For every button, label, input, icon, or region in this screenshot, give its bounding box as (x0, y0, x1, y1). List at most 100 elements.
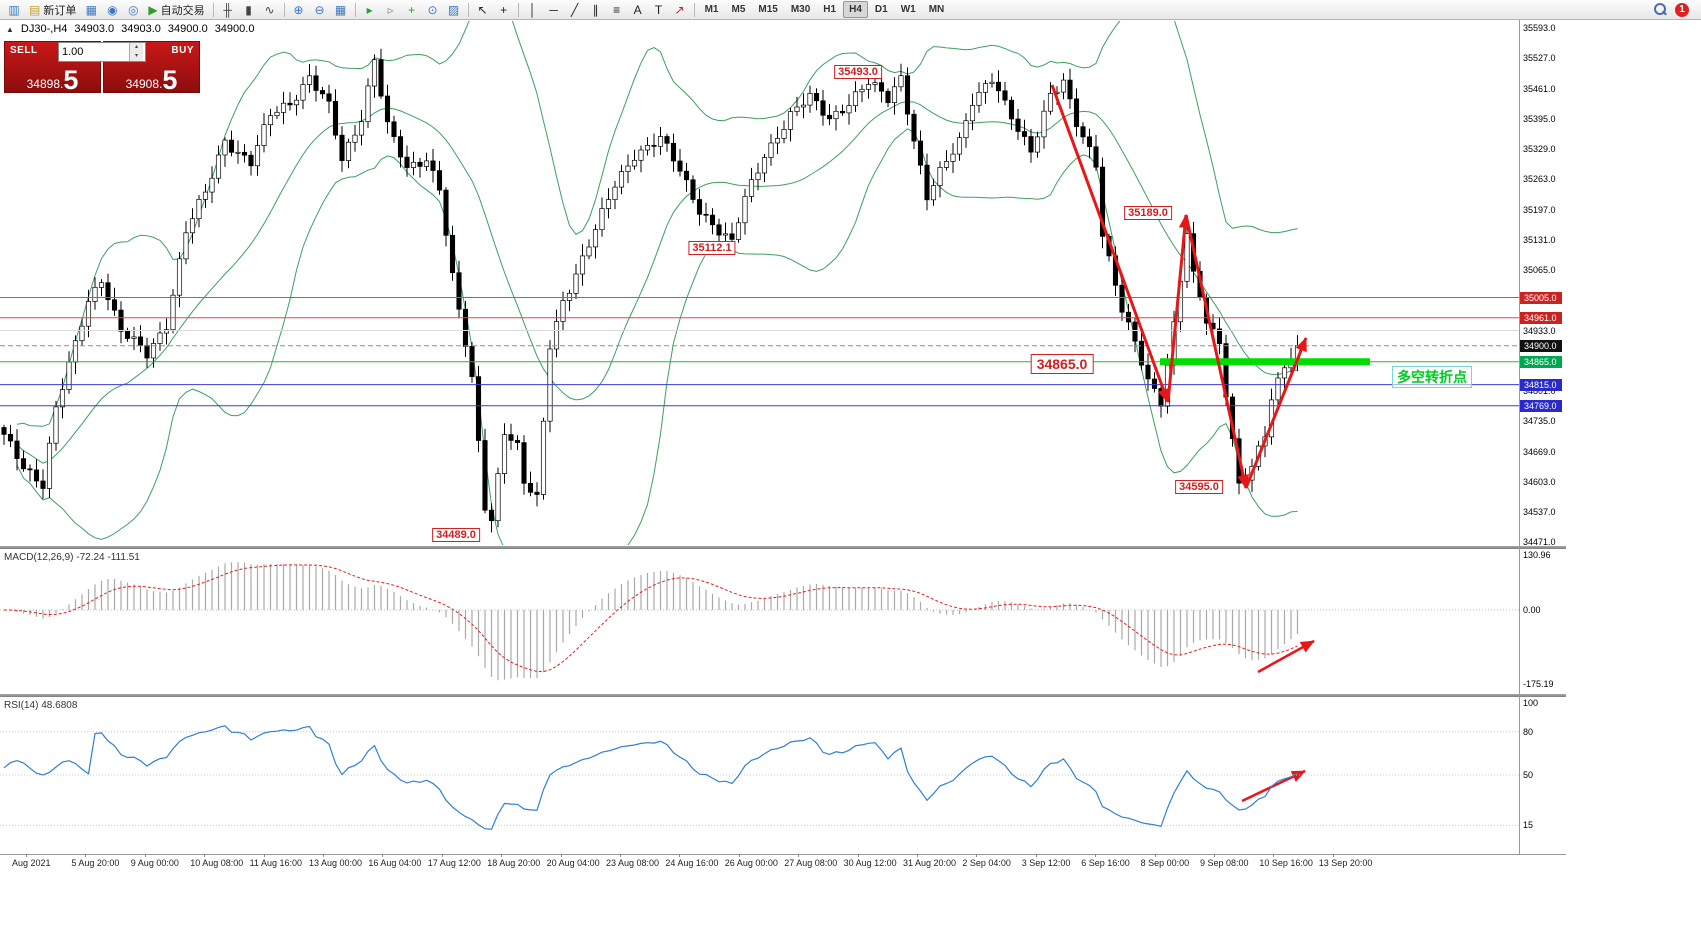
templates-button[interactable]: ▨ (444, 1, 464, 19)
candle-chart-button[interactable]: ▮ (239, 1, 259, 19)
time-axis-tick (798, 854, 800, 857)
timeframe-m30-button[interactable]: M30 (790, 4, 811, 15)
arrows-button[interactable]: ↗ (670, 1, 690, 19)
buy-price-big-digit: 5 (162, 64, 178, 95)
time-axis-tick (1332, 854, 1334, 857)
price-axis-tick: 34735.0 (1523, 416, 1556, 427)
macd-arrow[interactable] (1257, 639, 1315, 674)
buy-price: 34908. 5 (125, 64, 178, 95)
timeframe-m1-button[interactable]: M1 (704, 4, 719, 15)
time-axis-label: 13 Sep 20:00 (1318, 858, 1373, 868)
auto-trading-button[interactable]: ▶ 自动交易 (144, 1, 208, 19)
text-button[interactable]: A (628, 1, 648, 19)
channel-button[interactable]: ∥ (586, 1, 606, 19)
periods-button[interactable]: ⊙ (423, 1, 443, 19)
time-axis-tick (323, 854, 324, 857)
timeframe-mn-button[interactable]: MN (928, 4, 945, 15)
timeframe-h4-button[interactable]: H4 (843, 1, 868, 18)
sell-price-big-digit: 5 (63, 64, 79, 95)
line-chart-button[interactable]: ∿ (260, 1, 280, 19)
cursor-button[interactable]: ↖ (473, 1, 493, 19)
tile-windows-button[interactable]: ▦ (331, 1, 351, 19)
buy-button[interactable]: BUY 34908. 5 (103, 41, 200, 93)
search-icon[interactable] (1654, 3, 1667, 16)
bar-chart-button[interactable]: ╫ (218, 1, 238, 19)
price-axis-border (1519, 20, 1520, 854)
data-window-button[interactable]: ◎ (123, 1, 143, 19)
ohlc-close: 34900.0 (214, 23, 255, 35)
new-order-icon: ▤ (29, 2, 41, 17)
time-axis-label: 9 Sep 08:00 (1200, 858, 1249, 868)
notification-badge[interactable]: 1 (1675, 2, 1689, 17)
vertical-line-button[interactable]: │ (523, 1, 543, 19)
price-axis-tick: 34603.0 (1523, 476, 1556, 487)
zoom-out-button[interactable]: ⊖ (310, 1, 330, 19)
label-button[interactable]: T (649, 1, 669, 19)
chart-shift-button[interactable]: ▹ (381, 1, 401, 19)
price-axis-tick: 34669.0 (1523, 446, 1556, 457)
annotation-label-35189.0[interactable]: 35189.0 (1124, 206, 1172, 220)
chart-profiles-button[interactable]: ▦ (81, 1, 101, 19)
rsi-arrow[interactable] (1241, 769, 1306, 803)
timeframe-w1-button[interactable]: W1 (900, 4, 916, 15)
indicators-button[interactable]: + (402, 1, 422, 19)
timeframe-m5-button[interactable]: M5 (731, 4, 746, 15)
timeframe-d1-button[interactable]: D1 (874, 4, 888, 15)
time-axis-tick (1214, 854, 1215, 857)
zoom-in-button[interactable]: ⊕ (289, 1, 309, 19)
time-axis-label: Aug 2021 (12, 858, 51, 868)
candlestick-chart-icon: ▥ (8, 2, 20, 17)
time-axis-tick (738, 854, 740, 857)
volume-input[interactable] (59, 43, 129, 61)
candles (1, 48, 1301, 533)
time-axis-tick (560, 854, 562, 857)
toolbar-separator (212, 2, 214, 17)
time-axis-label: 6 Sep 16:00 (1081, 858, 1130, 868)
trend-arrow-3[interactable] (1184, 214, 1250, 489)
price-axis-tick: 35131.0 (1523, 234, 1556, 245)
market-watch-button[interactable]: ◉ (102, 1, 122, 19)
timeframe-m15-button[interactable]: M15 (758, 4, 778, 15)
panel-separator-macd[interactable] (0, 546, 1566, 549)
crosshair-button[interactable]: + (494, 1, 514, 19)
profiles-icon: ▦ (85, 2, 98, 17)
annotation-label-34865.0[interactable]: 34865.0 (1030, 354, 1094, 374)
new-chart-button[interactable]: ▥ (4, 1, 24, 19)
crosshair-icon: + (500, 2, 508, 17)
price-axis-tick: 34537.0 (1523, 507, 1556, 518)
macd-header: MACD(12,26,9) -72.24 -111.51 (4, 552, 140, 563)
trend-arrow-1[interactable] (1050, 84, 1170, 403)
toolbar-separator (693, 2, 695, 17)
timeframe-h1-button[interactable]: H1 (823, 4, 837, 15)
zoom-out-icon: ⊖ (314, 2, 325, 17)
volume-down-button[interactable]: ▾ (130, 52, 143, 61)
auto-scroll-button[interactable]: ▸ (360, 1, 380, 19)
horizontal-line-button[interactable]: ─ (544, 1, 564, 19)
candle-chart-icon: ▮ (245, 2, 252, 17)
one-click-collapse-icon[interactable]: ▲ (6, 24, 14, 34)
trendline-button[interactable]: ╱ (565, 1, 585, 19)
horizontal-line-icon: ─ (549, 2, 558, 17)
price-axis-tick: 35593.0 (1523, 23, 1556, 33)
time-axis-label: 10 Sep 16:00 (1259, 858, 1313, 868)
annotation-label-34595.0[interactable]: 34595.0 (1175, 480, 1223, 494)
annotation-label-35112.1[interactable]: 35112.1 (688, 241, 736, 255)
trend-arrow-4[interactable] (1244, 337, 1308, 489)
text-icon: A (633, 2, 642, 17)
volume-box: ▴ ▾ (58, 42, 146, 62)
volume-up-button[interactable]: ▴ (130, 43, 143, 52)
trend-arrow-2[interactable] (1166, 214, 1191, 403)
tile-windows-icon: ▦ (334, 2, 347, 17)
rsi-axis-label: 50 (1523, 770, 1534, 780)
time-axis-label: 10 Aug 08:00 (190, 858, 244, 868)
turning-point-label[interactable]: 多空转折点 (1392, 366, 1472, 388)
time-axis-tick (857, 854, 859, 857)
new-order-button[interactable]: ▤ 新订单 (25, 1, 80, 19)
panel-separator-rsi[interactable] (0, 694, 1566, 697)
annotation-label-35493.0[interactable]: 35493.0 (834, 65, 882, 79)
ohlc-open: 34903.0 (74, 23, 115, 35)
fibonacci-button[interactable]: ≡ (607, 1, 627, 19)
annotation-label-34489.0[interactable]: 34489.0 (432, 528, 480, 542)
